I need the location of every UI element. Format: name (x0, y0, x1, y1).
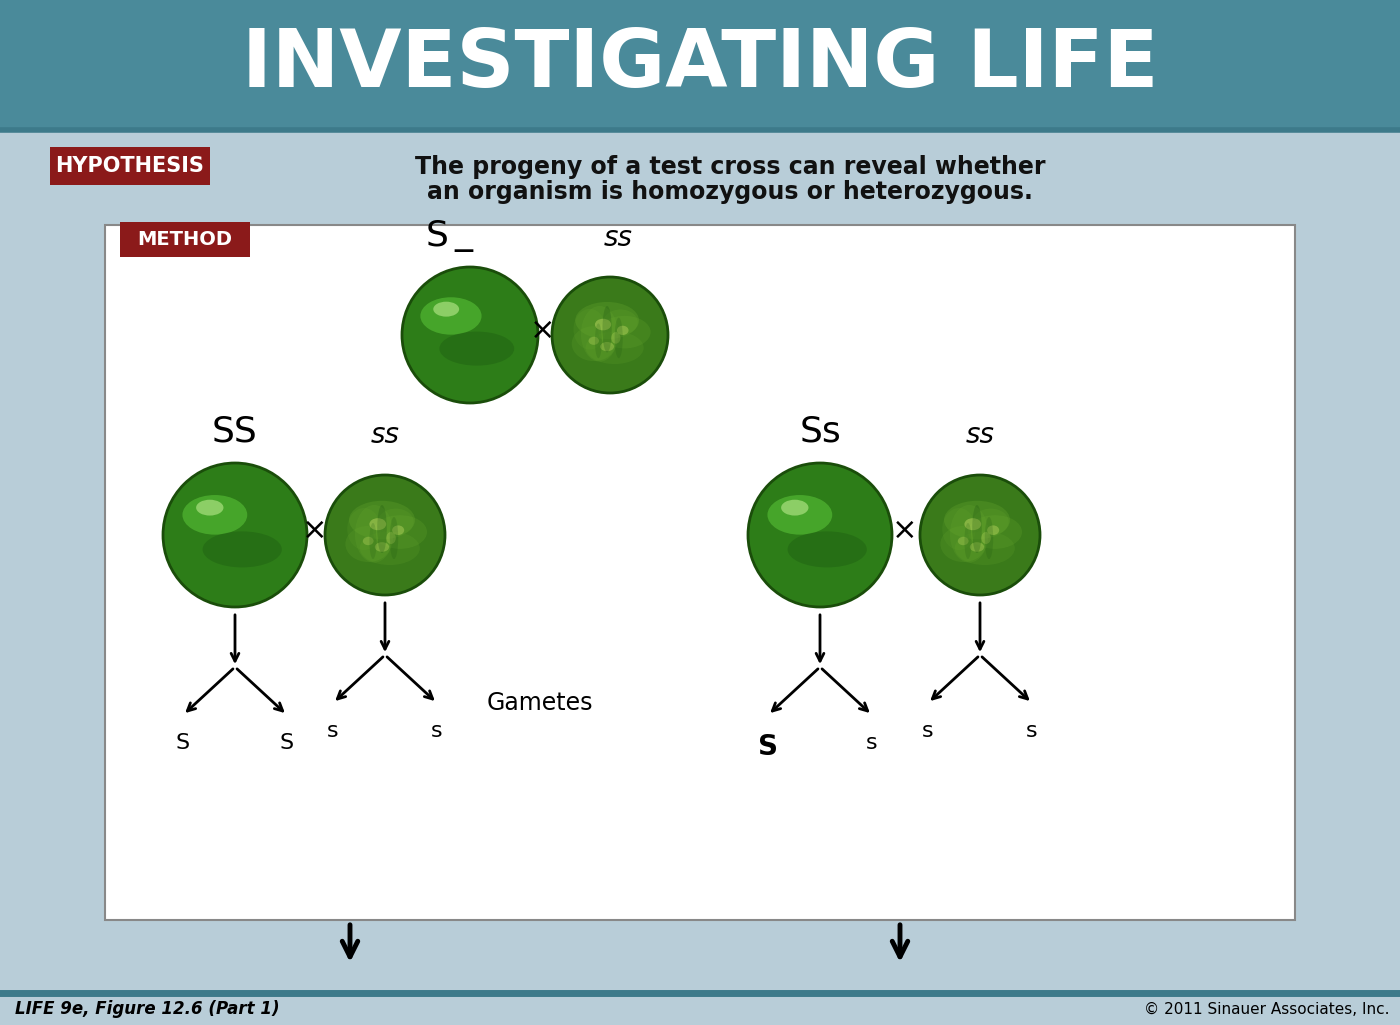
Ellipse shape (389, 517, 398, 559)
FancyBboxPatch shape (105, 226, 1295, 920)
Ellipse shape (182, 495, 248, 535)
Text: S: S (280, 733, 294, 753)
Ellipse shape (360, 531, 420, 565)
Ellipse shape (955, 531, 1015, 565)
Text: _: _ (454, 218, 472, 252)
FancyBboxPatch shape (120, 222, 251, 257)
Ellipse shape (346, 526, 391, 562)
Text: INVESTIGATING LIFE: INVESTIGATING LIFE (242, 26, 1158, 104)
Ellipse shape (581, 306, 619, 362)
Ellipse shape (356, 505, 393, 563)
Ellipse shape (392, 526, 405, 535)
Ellipse shape (748, 463, 892, 607)
Text: s: s (328, 721, 339, 741)
Ellipse shape (601, 342, 615, 352)
Ellipse shape (203, 531, 281, 568)
Ellipse shape (386, 532, 396, 544)
Text: S: S (176, 733, 190, 753)
Ellipse shape (781, 500, 808, 516)
Text: ×: × (531, 316, 556, 344)
Text: Ss: Ss (799, 415, 841, 449)
Text: The progeny of a test cross can reveal whether: The progeny of a test cross can reveal w… (414, 155, 1046, 179)
Text: METHOD: METHOD (137, 230, 232, 249)
Ellipse shape (349, 501, 414, 539)
Text: LIFE 9e, Figure 12.6 (Part 1): LIFE 9e, Figure 12.6 (Part 1) (15, 1000, 280, 1018)
Text: ss: ss (603, 224, 633, 252)
Ellipse shape (575, 302, 638, 339)
Ellipse shape (370, 519, 386, 530)
Ellipse shape (967, 516, 1022, 548)
Ellipse shape (196, 500, 224, 516)
Ellipse shape (347, 508, 381, 550)
Text: ss: ss (371, 421, 399, 449)
Text: an organism is homozygous or heterozygous.: an organism is homozygous or heterozygou… (427, 180, 1033, 204)
Text: s: s (923, 721, 934, 741)
Ellipse shape (602, 306, 612, 353)
Ellipse shape (585, 331, 644, 364)
Ellipse shape (420, 297, 482, 334)
Ellipse shape (788, 531, 867, 568)
Ellipse shape (363, 537, 374, 545)
Ellipse shape (612, 332, 620, 343)
Ellipse shape (595, 324, 602, 358)
Text: S: S (426, 218, 448, 252)
Text: s: s (431, 721, 442, 741)
Text: s: s (867, 733, 878, 753)
Ellipse shape (920, 475, 1040, 594)
Ellipse shape (965, 523, 972, 559)
Ellipse shape (595, 319, 612, 330)
Ellipse shape (973, 508, 1009, 535)
FancyBboxPatch shape (0, 0, 1400, 130)
Text: ×: × (302, 516, 328, 544)
Ellipse shape (372, 516, 427, 548)
Ellipse shape (981, 532, 991, 544)
Ellipse shape (965, 519, 981, 530)
Ellipse shape (433, 301, 459, 317)
Ellipse shape (617, 326, 629, 335)
Ellipse shape (944, 501, 1009, 539)
Ellipse shape (402, 266, 538, 403)
Text: SS: SS (213, 415, 258, 449)
FancyBboxPatch shape (50, 147, 210, 184)
Ellipse shape (598, 316, 651, 348)
Text: HYPOTHESIS: HYPOTHESIS (56, 156, 204, 176)
Ellipse shape (378, 508, 414, 535)
Text: ss: ss (966, 421, 994, 449)
Text: S: S (757, 733, 778, 761)
Ellipse shape (942, 508, 976, 550)
Text: © 2011 Sinauer Associates, Inc.: © 2011 Sinauer Associates, Inc. (1145, 1001, 1390, 1017)
Ellipse shape (552, 277, 668, 393)
Ellipse shape (958, 537, 969, 545)
Ellipse shape (987, 526, 1000, 535)
Ellipse shape (162, 463, 307, 607)
Ellipse shape (941, 526, 986, 562)
Ellipse shape (574, 309, 606, 350)
Text: ×: × (892, 516, 918, 544)
Ellipse shape (767, 495, 832, 535)
Ellipse shape (984, 517, 993, 559)
Ellipse shape (325, 475, 445, 594)
Ellipse shape (615, 318, 623, 358)
Ellipse shape (375, 542, 389, 551)
Ellipse shape (377, 505, 386, 554)
Ellipse shape (370, 523, 377, 559)
Ellipse shape (571, 326, 616, 361)
Ellipse shape (603, 310, 638, 335)
Text: s: s (1026, 721, 1037, 741)
Text: Gametes: Gametes (487, 691, 594, 715)
Ellipse shape (951, 505, 988, 563)
Ellipse shape (970, 542, 984, 551)
Ellipse shape (588, 337, 599, 344)
Ellipse shape (972, 505, 981, 554)
Ellipse shape (440, 332, 514, 366)
